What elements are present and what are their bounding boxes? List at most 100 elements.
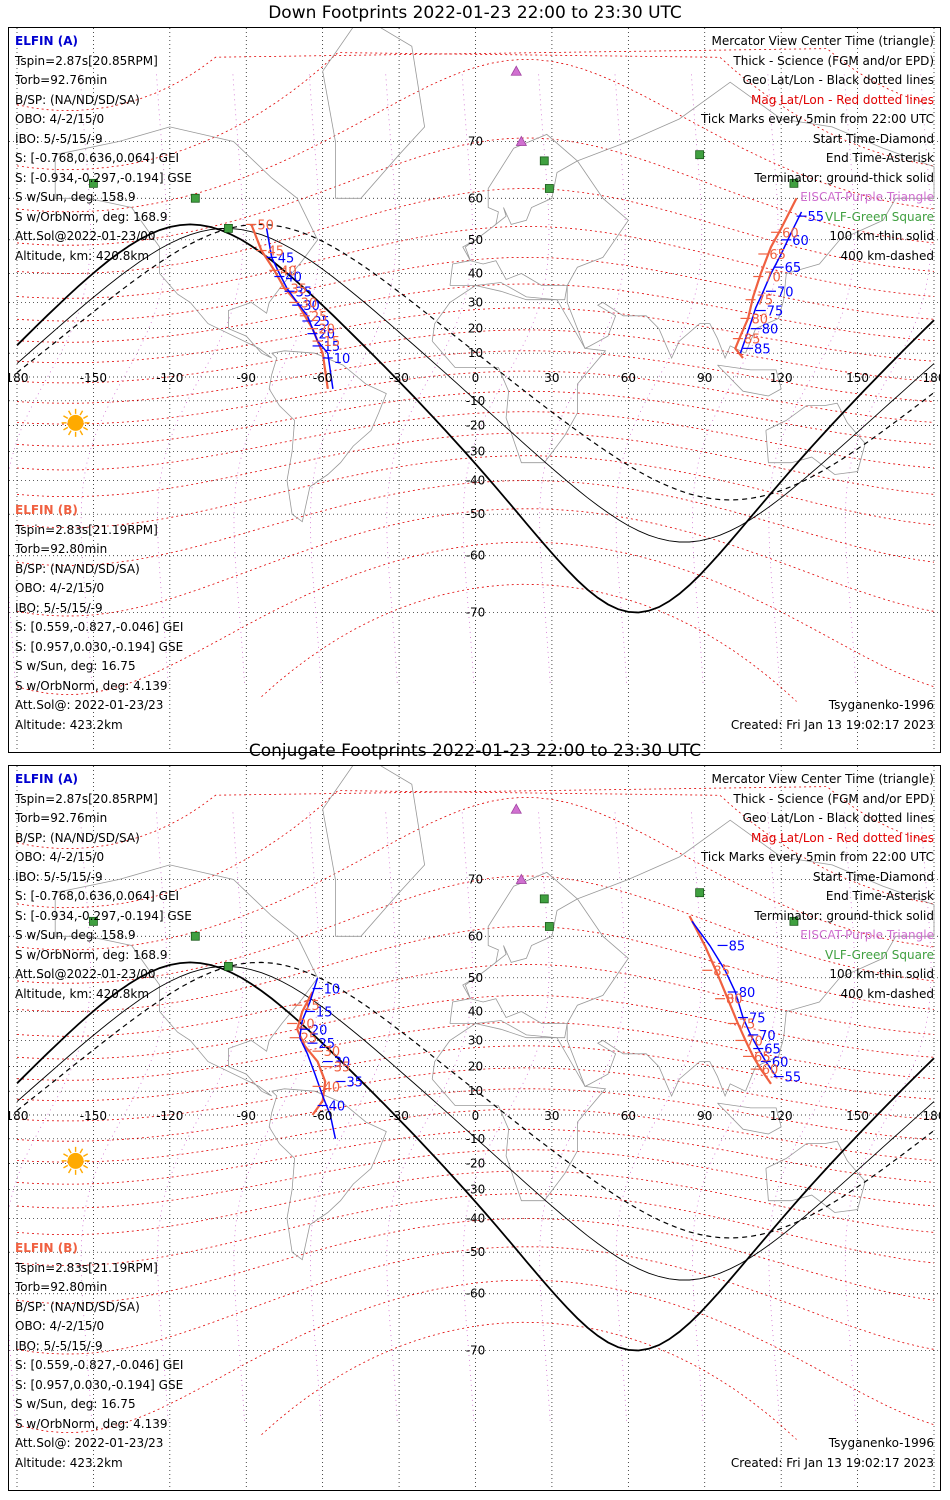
- elfin-a-time-label: 85: [729, 939, 746, 954]
- lat-tick-label: 70: [468, 872, 483, 886]
- elfin-b-time-label: 20: [318, 323, 335, 338]
- lat-tick-label: -70: [466, 1344, 486, 1358]
- terminator-400km: [16, 961, 935, 1239]
- elfin-a-time-label: 25: [318, 1037, 335, 1052]
- legend-line: Start Time-Diamond: [812, 131, 934, 146]
- coastline: [431, 282, 607, 464]
- lon-tick-label: -90: [236, 371, 256, 385]
- elfin-b-line: S w/Sun, deg: 16.75: [15, 1397, 136, 1411]
- lon-tick-label: -60: [313, 1109, 333, 1123]
- map-panel-conjugate[interactable]: 10 15 20 25 30 35 40 15 20 25 30 35 40 85 80 75 70 65 60 55…: [8, 765, 941, 1491]
- elfin-b-line: Tspin=2.83s[21.19RPM]: [15, 1260, 158, 1275]
- vlf-site: [190, 931, 200, 941]
- legend-line: Terminator: ground-thick solid: [754, 908, 934, 923]
- mag-parallel: [16, 1021, 935, 1081]
- lon-tick-label: -60: [313, 371, 333, 385]
- sun-ray: [63, 1164, 69, 1169]
- elfin-a-line: Altitude, km: 420.8km: [15, 986, 150, 1001]
- model-label: Tsyganenko-1996: [828, 698, 934, 712]
- lon-tick-label: -90: [236, 1109, 256, 1123]
- lat-tick-label: 20: [468, 322, 483, 336]
- coastline: [566, 81, 935, 360]
- coastline: [54, 864, 319, 1097]
- sun-ray: [79, 1168, 84, 1174]
- legend-line: Tick Marks every 5min from 22:00 UTC: [700, 850, 934, 864]
- elfin-a-time-label: 40: [329, 1100, 346, 1115]
- map-canvas-conjugate[interactable]: 1015202530354015202530354085807570656055…: [9, 766, 941, 1491]
- coastline: [322, 766, 426, 937]
- elfin-a-time-label: 10: [334, 352, 351, 367]
- map-canvas-down[interactable]: 4540353025201510504540353025201555606570…: [9, 28, 941, 753]
- mag-parallel: [16, 350, 935, 404]
- elfin-a-time-label: 80: [739, 986, 756, 1001]
- lon-tick-label: 120: [770, 1109, 793, 1123]
- elfin-a-line: Torb=92.76min: [15, 811, 108, 825]
- elfin-a-line: Altitude, km: 420.8km: [15, 248, 150, 263]
- elfin-b-line: S: [0.957,0.030,-0.194] GSE: [15, 639, 184, 654]
- lat-tick-label: 60: [468, 929, 483, 943]
- lat-tick-label: 50: [468, 971, 483, 985]
- elfin-a-time-label: 55: [785, 1071, 802, 1086]
- elfin-a-time-label: 65: [764, 1043, 781, 1058]
- elfin-a-line: Att.Sol@2022-01-23/00: [15, 967, 156, 981]
- elfin-a-time-label: 20: [311, 1023, 328, 1038]
- legend-line: Thick - Science (FGM and/or EPD): [733, 791, 934, 806]
- eiscat-site: [510, 803, 522, 814]
- elfin-a-line: Att.Sol@2022-01-23/00: [15, 229, 156, 243]
- lat-tick-label: -20: [466, 1156, 486, 1170]
- elfin-b-line: Torb=92.80min: [15, 542, 108, 556]
- elfin-a-time-label: 70: [759, 1029, 776, 1044]
- elfin-a-line: S w/Sun, deg: 158.9: [15, 190, 136, 204]
- lon-tick-label: -150: [80, 1109, 107, 1123]
- elfin-b-line: S w/OrbNorm, deg: 4.139: [15, 1416, 168, 1431]
- elfin-a-line: Torb=92.76min: [15, 73, 108, 87]
- terminator-ground: [16, 223, 935, 614]
- elfin-b-line: B/SP: (NA/ND/SD/SA): [15, 561, 140, 576]
- elfin-b-header: ELFIN (B): [15, 503, 78, 517]
- elfin-b-time-label: 60: [782, 226, 799, 241]
- lon-tick-label: 180: [9, 371, 28, 385]
- legend-line: Mag Lat/Lon - Red dotted lines: [750, 92, 934, 107]
- eiscat-site: [515, 873, 528, 884]
- elfin-a-time-label: 30: [303, 299, 320, 314]
- lat-tick-label: 60: [468, 191, 483, 205]
- mag-parallel: [16, 370, 935, 425]
- lat-tick-label: -20: [466, 418, 486, 432]
- elfin-b-time-label: 20: [298, 1017, 315, 1032]
- elfin-b-time-label: 40: [280, 264, 297, 279]
- lon-tick-label: -30: [389, 371, 409, 385]
- legend-line: Mag Lat/Lon - Red dotted lines: [750, 830, 934, 845]
- mag-parallel: [16, 329, 935, 384]
- mag-parallel: [16, 790, 935, 909]
- map-panel-down[interactable]: 45 40 35 30 25 20 15 10 50 45 40 35 30 25 20 15 55 60 65 70…: [8, 27, 941, 753]
- legend-line: Thick - Science (FGM and/or EPD): [733, 53, 934, 68]
- elfin-a-line: S w/OrbNorm, deg: 168.9: [15, 947, 168, 962]
- vlf-site: [695, 150, 705, 160]
- lon-tick-label: -30: [389, 1109, 409, 1123]
- elfin-a-time-label: 65: [785, 261, 802, 276]
- mag-parallel: [16, 1108, 935, 1163]
- mag-parallel: [16, 1067, 935, 1122]
- vlf-site: [224, 223, 233, 233]
- elfin-a-time-label: 15: [316, 1005, 333, 1020]
- lat-tick-label: 20: [468, 1060, 483, 1074]
- elfin-a-line: S: [-0.768,0.636,0.064] GEI: [15, 889, 180, 903]
- lat-tick-label: -60: [466, 549, 486, 563]
- vlf-site: [695, 888, 705, 898]
- legend-line: Mercator View Center Time (triangle): [711, 772, 934, 786]
- lat-tick-label: 40: [468, 1004, 483, 1018]
- mag-parallel: [16, 926, 935, 1012]
- elfin-b-line: S w/Sun, deg: 16.75: [15, 659, 136, 673]
- lon-tick-label: 150: [846, 1109, 869, 1123]
- elfin-a-line: S w/OrbNorm, deg: 168.9: [15, 209, 168, 224]
- elfin-b-time-label: 70: [764, 271, 781, 286]
- lat-tick-label: 30: [468, 1033, 483, 1047]
- lat-tick-label: -70: [466, 606, 486, 620]
- elfin-a-line: Tspin=2.87s[20.85RPM]: [15, 53, 158, 68]
- elfin-b-line: S w/OrbNorm, deg: 4.139: [15, 678, 168, 693]
- panel-title-down: Down Footprints 2022-01-23 22:00 to 23:3…: [268, 3, 682, 23]
- model-label: Tsyganenko-1996: [828, 1436, 934, 1450]
- coastline: [268, 350, 387, 523]
- elfin-b-line: B/SP: (NA/ND/SD/SA): [15, 1299, 140, 1314]
- elfin-a-time-label: 80: [762, 323, 779, 338]
